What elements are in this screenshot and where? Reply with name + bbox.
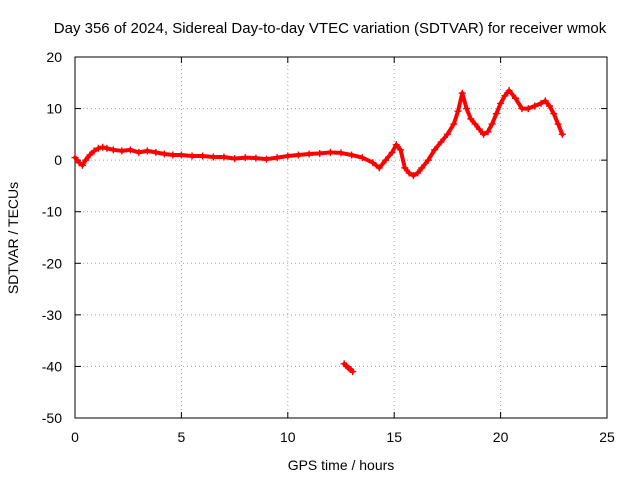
data-point (418, 164, 426, 172)
x-tick-label: 25 (599, 429, 615, 445)
data-point (152, 148, 160, 156)
data-point (501, 92, 509, 100)
data-point (177, 151, 185, 159)
data-point (505, 87, 513, 95)
y-tick-label: 0 (54, 152, 62, 168)
x-tick-label: 20 (493, 429, 509, 445)
data-point (467, 115, 475, 123)
data-point (524, 105, 532, 113)
data-point (382, 156, 390, 164)
data-point (518, 105, 526, 113)
data-point (424, 156, 432, 164)
data-point (558, 130, 566, 138)
data-point (531, 102, 539, 110)
data-point (358, 154, 366, 162)
data-point (443, 130, 451, 138)
data-point (160, 150, 168, 158)
y-tick-label: -40 (42, 358, 62, 374)
series-trace (73, 88, 565, 178)
data-point (284, 152, 292, 160)
data-point (86, 151, 94, 159)
y-tick-label: -20 (42, 255, 62, 271)
data-point (550, 110, 558, 118)
data-point (231, 155, 239, 163)
data-point (305, 150, 313, 158)
data-point (316, 149, 324, 157)
data-point (263, 155, 271, 163)
data-point (126, 146, 134, 154)
data-point (437, 138, 445, 146)
y-tick-label: -30 (42, 307, 62, 323)
data-point (241, 154, 249, 162)
data-point (99, 143, 107, 151)
data-point (414, 169, 422, 177)
data-point (169, 151, 177, 159)
data-point (82, 156, 90, 164)
data-point (109, 146, 117, 154)
x-tick-label: 0 (71, 429, 79, 445)
data-point (326, 148, 334, 156)
y-tick-label: 10 (46, 101, 62, 117)
data-point (90, 147, 98, 155)
data-point (409, 172, 417, 180)
chart-title: Day 356 of 2024, Sidereal Day-to-day VTE… (53, 20, 607, 37)
data-point (475, 125, 483, 133)
data-point (492, 110, 500, 118)
x-axis-label: GPS time / hours (287, 457, 395, 473)
data-point (546, 102, 554, 110)
data-point (199, 152, 207, 160)
data-point (480, 130, 488, 138)
data-point (188, 152, 196, 160)
data-point (484, 128, 492, 136)
data-point (273, 154, 281, 162)
data-point (337, 149, 345, 157)
data-point (103, 144, 111, 152)
data-point (511, 94, 519, 102)
data-point (392, 141, 400, 149)
data-point (471, 120, 479, 128)
data-point (450, 120, 458, 128)
data-point (375, 164, 383, 172)
data-point (454, 107, 462, 115)
data-point (537, 99, 545, 107)
x-tick-label: 5 (178, 429, 186, 445)
data-point (143, 147, 151, 155)
x-tick-label: 10 (280, 429, 296, 445)
data-point (94, 144, 102, 152)
data-point (488, 120, 496, 128)
data-point (397, 146, 405, 154)
data-point (401, 164, 409, 172)
data-point (349, 368, 357, 376)
y-tick-label: -50 (42, 410, 62, 426)
x-tick-label: 15 (386, 429, 402, 445)
y-tick-label: -10 (42, 204, 62, 220)
data-point (554, 120, 562, 128)
data-point (209, 153, 217, 161)
data-point (463, 105, 471, 113)
data-point (294, 151, 302, 159)
data-point (252, 154, 260, 162)
data-point (388, 148, 396, 156)
data-point (497, 99, 505, 107)
y-tick-label: 20 (46, 49, 62, 65)
y-axis-label: SDTVAR / TECUs (5, 181, 21, 295)
plot-frame (74, 56, 608, 419)
data-point (369, 159, 377, 167)
data-point (348, 151, 356, 159)
data-point (431, 146, 439, 154)
data-point (458, 89, 466, 97)
data-point (135, 148, 143, 156)
data-point (118, 147, 126, 155)
data-point (78, 161, 86, 169)
data-point (541, 97, 549, 105)
data-point (71, 154, 79, 162)
data-point (220, 153, 228, 161)
data-point (405, 169, 413, 177)
